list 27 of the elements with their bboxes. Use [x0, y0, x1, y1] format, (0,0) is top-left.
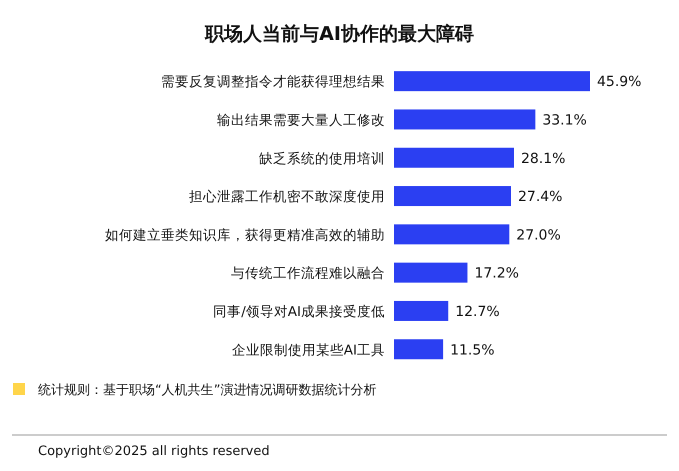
bar	[394, 224, 510, 244]
bar	[394, 339, 444, 360]
data-label: 28.1%	[520, 150, 566, 167]
y-tick-label: 输出结果需要大量人工修改	[217, 112, 385, 128]
text: Copyright©2025 all rights reserved	[38, 444, 270, 459]
text: 统计规则：基于职场“人机共生”演进情况调研数据统计分析	[38, 383, 376, 398]
bar	[394, 300, 448, 321]
data-label: 45.9%	[597, 74, 642, 90]
data-label: 27.4%	[518, 189, 562, 206]
bar	[394, 71, 590, 92]
y-tick-label: 与传统工作流程难以融合	[231, 266, 385, 282]
data-label: 33.1%	[542, 112, 587, 128]
chart-title: 职场人当前与AI协作的最大障碍	[204, 23, 474, 45]
bar	[394, 109, 536, 130]
bar	[394, 148, 514, 168]
data-label: 11.5%	[450, 342, 495, 358]
y-tick-label: 如何建立垂类知识库，获得更精准高效的辅助	[105, 227, 385, 244]
data-label: 17.2%	[474, 266, 519, 282]
y-tick-label: 企业限制使用某些AI工具	[232, 342, 385, 358]
y-tick-label: 需要反复调整指令才能获得理想结果	[161, 74, 385, 90]
data-label: 27.0%	[516, 227, 561, 244]
y-tick-label: 缺乏系统的使用培训	[259, 150, 385, 167]
y-tick-label: 担心泄露工作机密不敢深度使用	[189, 189, 385, 206]
data-label: 12.7%	[455, 304, 500, 320]
bar	[394, 262, 468, 283]
bar	[394, 186, 511, 206]
y-tick-label: 同事/领导对AI成果接受度低	[213, 304, 385, 320]
